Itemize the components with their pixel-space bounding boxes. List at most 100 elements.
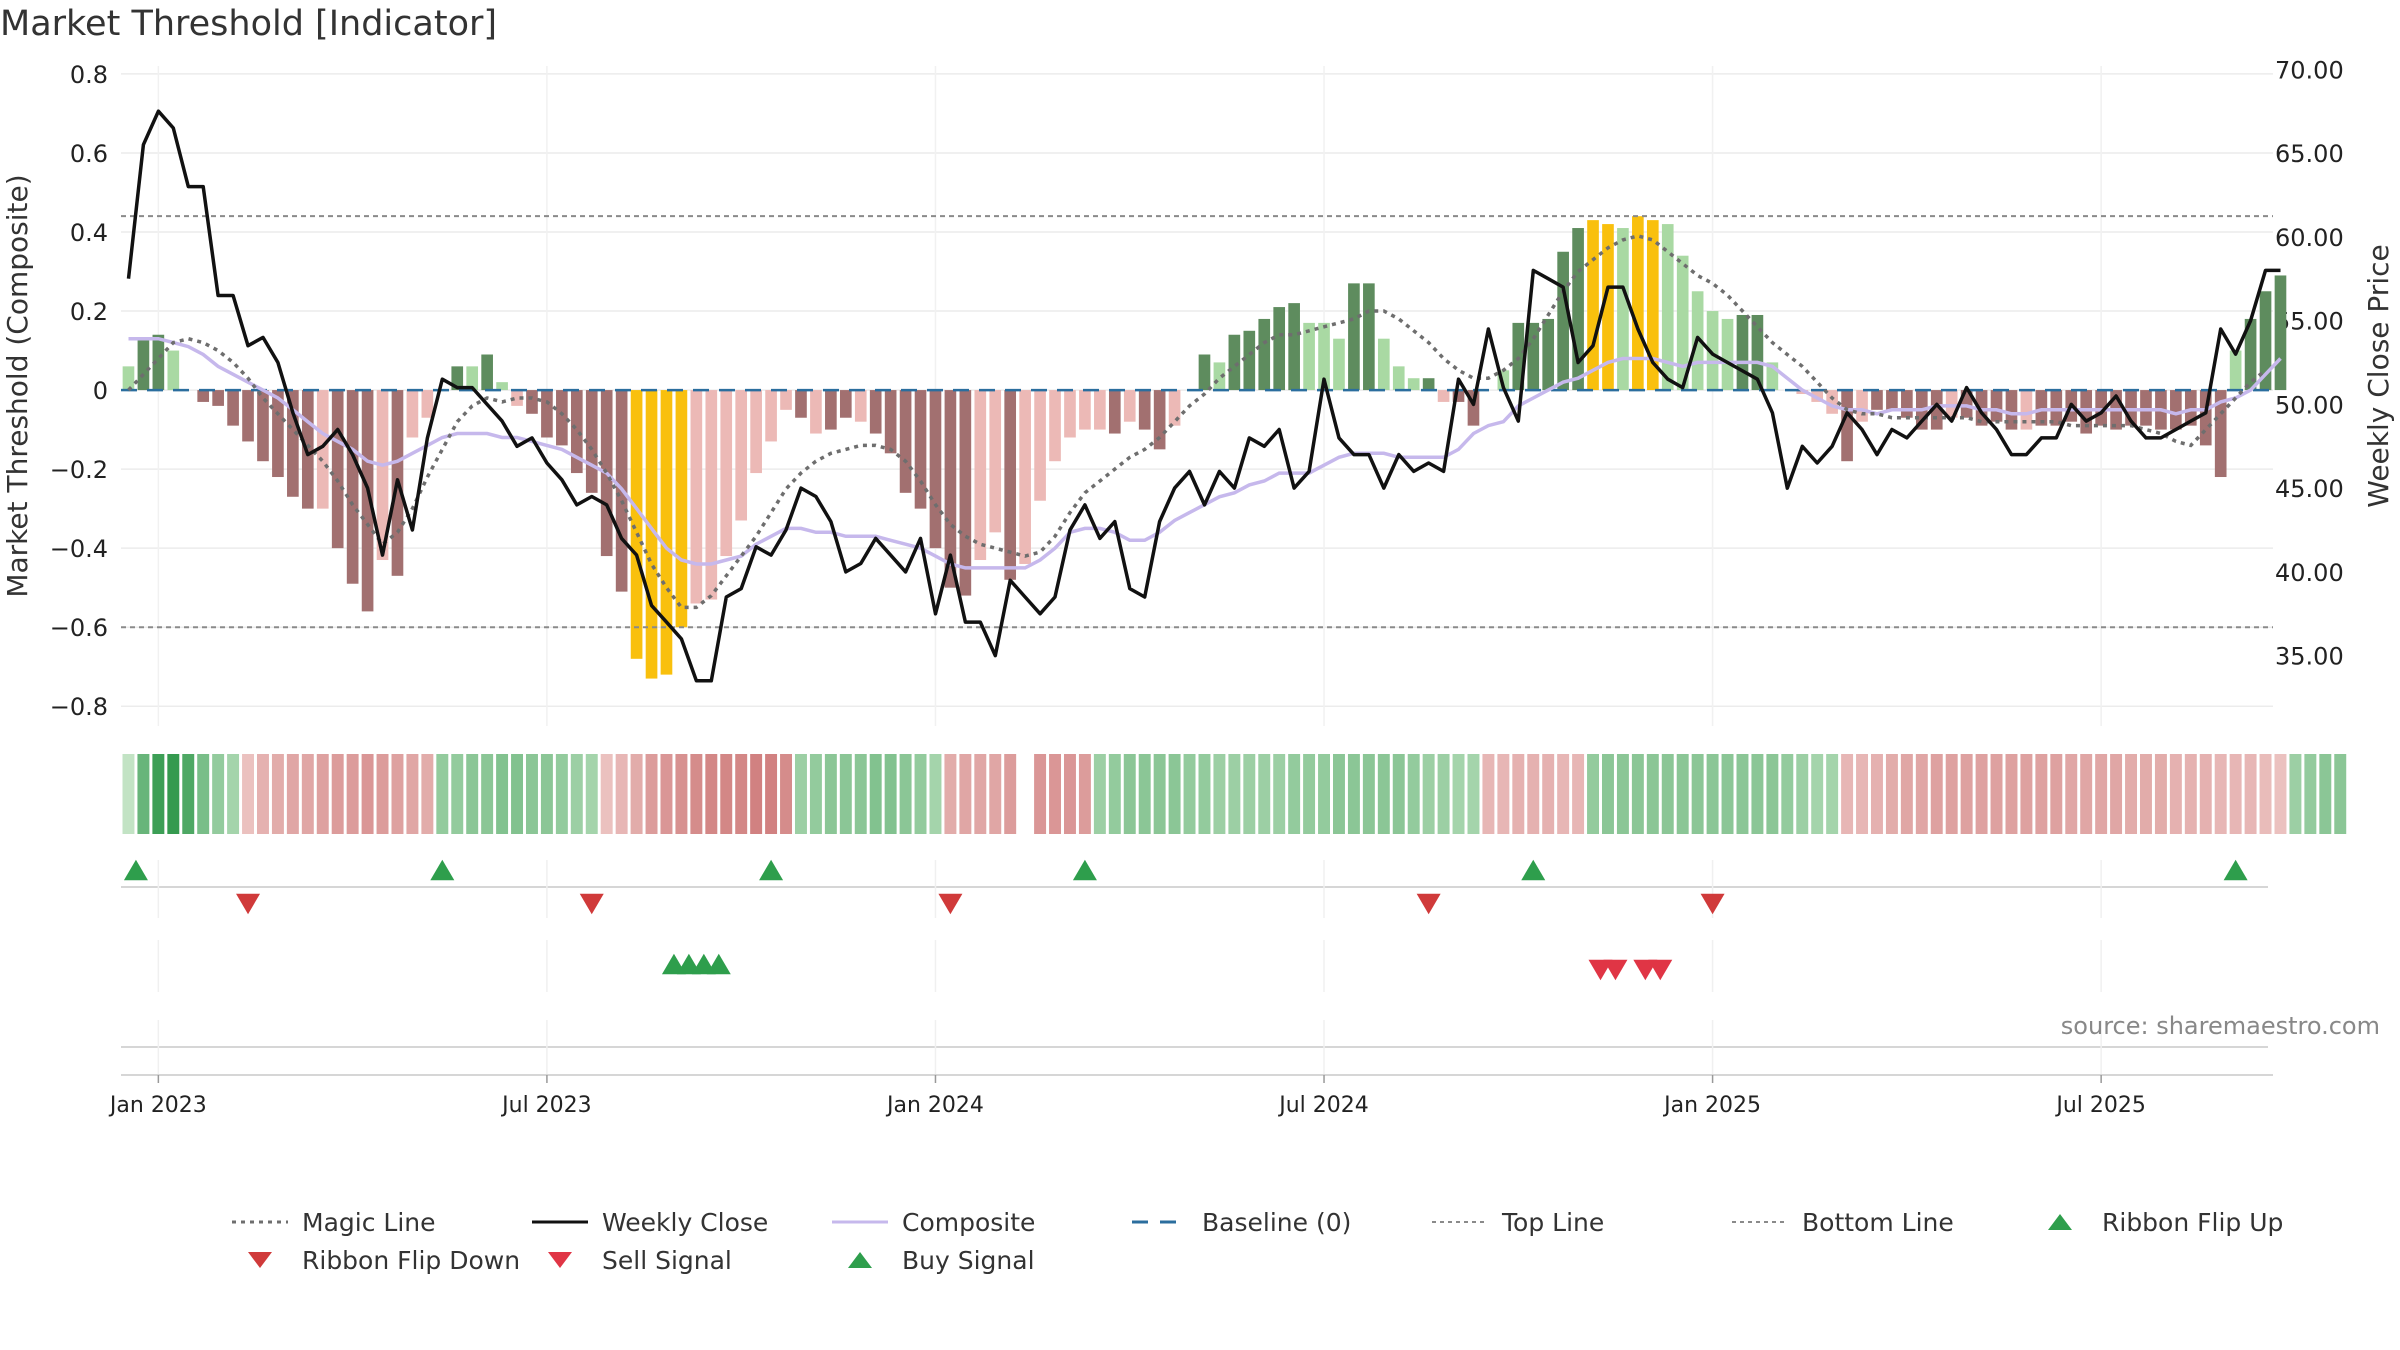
y-tick-label-left: 0.2 — [70, 298, 108, 326]
histogram-bar — [451, 366, 464, 391]
histogram-bar — [1049, 390, 1061, 462]
histogram-bar — [556, 390, 568, 446]
ribbon-cell — [2080, 754, 2093, 834]
ribbon-cell — [1542, 754, 1555, 834]
ribbon-cell — [1915, 754, 1928, 834]
ribbon-cell — [1870, 754, 1883, 834]
histogram-bar — [2214, 390, 2227, 478]
y-tick-label-right: 50.00 — [2275, 391, 2344, 419]
ribbon-cell — [1736, 754, 1749, 834]
histogram-bar — [1856, 390, 1868, 422]
histogram-bar — [1811, 390, 1824, 402]
ribbon-cell — [152, 754, 165, 834]
histogram-bar — [1153, 390, 1166, 450]
histogram-bar — [1572, 228, 1584, 391]
histogram-bar — [1676, 255, 1689, 391]
legend-swatch — [2048, 1214, 2072, 1230]
ribbon-cell — [735, 754, 748, 834]
histogram-bar — [2170, 390, 2182, 430]
ribbon-cell — [1347, 754, 1360, 834]
ribbon-cell — [2065, 754, 2078, 834]
ribbon-cell — [1034, 754, 1047, 834]
histogram-bar — [481, 354, 493, 391]
ribbon-cell — [2169, 754, 2182, 834]
y-tick-label-left: −0.6 — [50, 614, 108, 642]
histogram-bar — [675, 390, 688, 628]
histogram-bar — [929, 390, 942, 549]
histogram-bar — [2259, 291, 2272, 391]
ribbon-cell — [585, 754, 598, 834]
y-tick-label-right: 55.00 — [2275, 308, 2344, 336]
ribbon-cell — [256, 754, 269, 834]
histogram-bar — [122, 366, 135, 391]
histogram-bar — [1945, 390, 1958, 418]
ribbon-cell — [1706, 754, 1719, 834]
ribbon-flip-down-marker — [236, 893, 261, 915]
ribbon-cell — [1123, 754, 1136, 834]
histogram-bar — [1258, 318, 1271, 391]
ribbon-cell — [2199, 754, 2212, 834]
legend-swatch — [548, 1252, 572, 1268]
ribbon-cell — [1288, 754, 1301, 834]
ribbon-cell — [1841, 754, 1854, 834]
ribbon-cell — [1661, 754, 1674, 834]
histogram-bar — [301, 390, 314, 509]
histogram-bar — [1363, 283, 1375, 391]
ribbon-cell — [809, 754, 822, 834]
ribbon-cell — [1676, 754, 1689, 834]
ribbon-cell — [1183, 754, 1196, 834]
ribbon-cell — [959, 754, 972, 834]
ribbon-cell — [1303, 754, 1316, 834]
histogram-bar — [1467, 390, 1480, 426]
legend-label: Composite — [902, 1207, 1036, 1237]
histogram-bar — [1990, 390, 2003, 422]
ribbon-cell — [824, 754, 837, 834]
ribbon-cell — [2214, 754, 2227, 834]
ribbon-cell — [1990, 754, 2003, 834]
ribbon-flip-up-marker — [123, 859, 148, 881]
ribbon-cell — [1975, 754, 1988, 834]
ribbon-cell — [137, 754, 150, 834]
ribbon-flip-up-marker — [2223, 859, 2248, 881]
histogram-bar — [825, 390, 837, 430]
histogram-bar — [1542, 318, 1555, 391]
ribbon-cell — [1108, 754, 1121, 834]
histogram-bar — [227, 390, 239, 426]
histogram-bar — [1243, 330, 1256, 391]
histogram-bar — [765, 390, 777, 442]
ribbon-cell — [1063, 754, 1076, 834]
ribbon-flip-down-marker — [579, 893, 604, 915]
ribbon-cell — [1587, 754, 1600, 834]
legend: Magic Line Weekly Close Composite Baseline … — [230, 1204, 2330, 1284]
histogram-bar — [331, 390, 344, 549]
ribbon-cell — [1437, 754, 1450, 834]
y-tick-label-right: 60.00 — [2275, 224, 2344, 252]
legend-label: Magic Line — [302, 1207, 436, 1237]
histogram-bar — [1960, 390, 1973, 418]
legend-item-ribbon-flip-down: Ribbon Flip Down — [230, 1242, 520, 1278]
ribbon-cell — [1826, 754, 1839, 834]
histogram-bar — [2095, 390, 2107, 426]
histogram-bar — [2005, 390, 2018, 430]
histogram-bar — [899, 390, 912, 493]
ribbon-cell — [1900, 754, 1913, 834]
ribbon-cell — [242, 754, 255, 834]
ribbon-cell — [1392, 754, 1405, 834]
histogram-bar — [242, 390, 254, 442]
histogram-bar — [1273, 307, 1286, 391]
ribbon-cell — [197, 754, 210, 834]
x-tick-label: Jan 2025 — [1662, 1093, 1761, 1118]
ribbon-cell — [511, 754, 524, 834]
ribbon-cell — [2319, 754, 2332, 834]
histogram-bar — [1661, 224, 1674, 391]
ribbon-cell — [1960, 754, 1973, 834]
ribbon-cell — [391, 754, 404, 834]
ribbon-cell — [1452, 754, 1465, 834]
y-tick-label-left: −0.4 — [50, 535, 108, 563]
histogram-bar — [1377, 338, 1390, 391]
ribbon-cell — [2334, 754, 2347, 834]
ribbon-cell — [1377, 754, 1390, 834]
histogram-bar — [1632, 216, 1644, 391]
magic-line — [127, 234, 2267, 610]
histogram-bar — [2274, 275, 2287, 391]
